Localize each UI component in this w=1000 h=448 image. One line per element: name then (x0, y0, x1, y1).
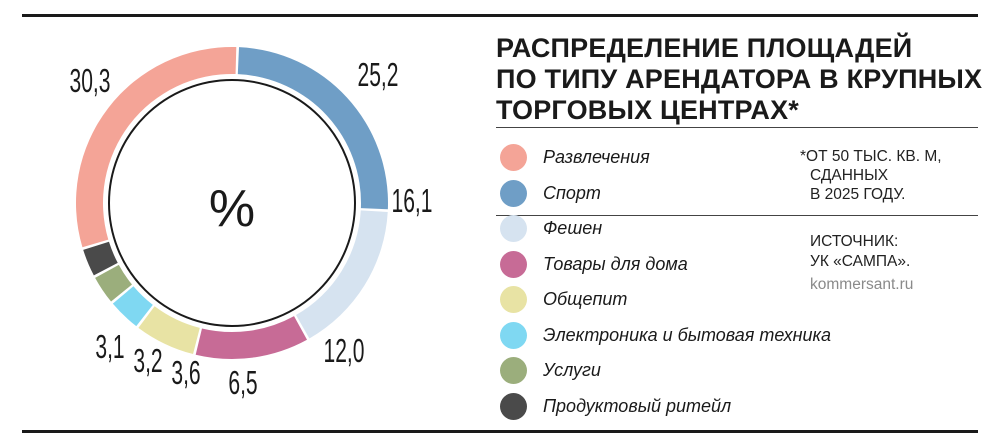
legend-swatch (500, 392, 527, 420)
donut-segments (75, 47, 388, 360)
donut-slice (237, 47, 388, 210)
title-line: торговых центрах* (496, 95, 799, 125)
divider (496, 127, 978, 128)
legend-swatch (500, 321, 527, 349)
donut-slice (75, 47, 237, 248)
donut-slice (112, 286, 153, 327)
value-label: 12,0 (324, 332, 365, 369)
legend-item: Услуги (500, 353, 831, 389)
value-label: 3,6 (171, 354, 200, 391)
legend-swatch (500, 250, 527, 278)
value-label: 25,2 (358, 56, 399, 93)
legend-swatch (500, 357, 527, 385)
legend-item: Развлечения (500, 140, 831, 176)
center-percent-label: % (209, 180, 255, 238)
donut-slice (138, 306, 200, 355)
legend-label: Электроника и бытовая техника (543, 324, 832, 345)
footnote-line: сданных (810, 167, 889, 184)
legend-item: Продуктовый ритейл (500, 389, 831, 425)
legend-label: Фешен (543, 218, 603, 239)
legend-swatch (500, 144, 527, 172)
top-rule (22, 14, 978, 17)
value-labels: 30,3 25,2 16,1 12,0 6,5 3,6 3,2 3,1 (70, 56, 433, 401)
legend-label: Спорт (543, 182, 601, 203)
value-label: 6,5 (228, 364, 257, 401)
footnote-line: в 2025 году. (810, 186, 906, 203)
title-line: по типу арендатора в крупных (496, 64, 983, 94)
legend: Развлечения Спорт Фешен Товары для дома … (500, 140, 831, 424)
value-label: 16,1 (392, 182, 433, 219)
footnote: *от 50 тыс. кв. м, сданных в 2025 году. (800, 147, 942, 204)
bottom-rule (22, 430, 978, 433)
legend-item: Спорт (500, 176, 831, 212)
legend-label: Товары для дома (543, 253, 688, 274)
donut-slice (295, 210, 388, 339)
legend-label: Общепит (543, 289, 628, 310)
legend-label: Развлечения (543, 147, 650, 168)
value-label: 3,2 (133, 342, 162, 379)
legend-swatch (500, 179, 527, 207)
inner-ring-outline (108, 79, 356, 327)
source-credit: Источник: УК «Сампа». (810, 232, 910, 272)
legend-label: Продуктовый ритейл (543, 395, 732, 416)
legend-item: Электроника и бытовая техника (500, 318, 831, 354)
legend-item: Общепит (500, 282, 831, 318)
source-line: УК «Сампа». (810, 253, 911, 270)
legend-swatch (500, 286, 527, 314)
donut-slice (195, 316, 308, 360)
legend-item: Фешен (500, 211, 831, 247)
legend-swatch (500, 215, 527, 243)
title-line: Распределение площадей (496, 33, 913, 63)
chart-title: Распределение площадей по типу арендатор… (496, 33, 983, 126)
donut-slice (95, 264, 132, 302)
value-label: 30,3 (70, 62, 111, 99)
site-credit: kommersant.ru (810, 276, 914, 293)
legend-item: Товары для дома (500, 247, 831, 283)
donut-chart: % 30,3 25,2 16,1 12,0 6,5 3,6 3,2 3,1 (70, 47, 433, 401)
donut-slice (83, 241, 118, 276)
footnote-line: *от 50 тыс. кв. м, (800, 148, 942, 165)
divider (496, 215, 978, 216)
value-label: 3,1 (95, 328, 124, 365)
source-line: Источник: (810, 233, 899, 250)
legend-label: Услуги (543, 360, 601, 381)
